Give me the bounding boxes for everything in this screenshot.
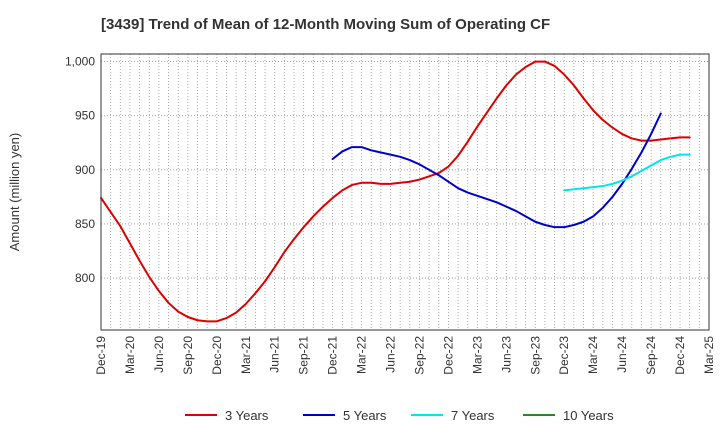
x-tick-label: Mar-23 bbox=[470, 336, 484, 374]
legend-item: 3 Years bbox=[185, 408, 269, 423]
chart-title: [3439] Trend of Mean of 12-Month Moving … bbox=[101, 16, 550, 33]
legend-item: 5 Years bbox=[303, 408, 387, 423]
x-tick-label: Sep-20 bbox=[181, 336, 195, 375]
legend-item: 7 Years bbox=[411, 408, 495, 423]
y-axis-label: Amount (million yen) bbox=[7, 133, 22, 252]
x-tick-label: Sep-21 bbox=[297, 336, 311, 375]
x-tick-label: Jun-20 bbox=[152, 336, 166, 373]
legend-label: 5 Years bbox=[343, 408, 387, 423]
x-tick-label: Mar-24 bbox=[586, 336, 600, 374]
x-tick-label: Mar-25 bbox=[702, 336, 716, 374]
x-tick-label: Dec-21 bbox=[326, 336, 340, 375]
y-tick-label: 950 bbox=[75, 109, 95, 123]
series-lines bbox=[100, 60, 691, 323]
legend-label: 10 Years bbox=[563, 408, 614, 423]
series-line-7-years bbox=[563, 153, 691, 192]
x-axis-ticks: Dec-19 Mar-20 Jun-20 Sep-20 Dec-20 Mar-21 Jun-… bbox=[94, 336, 716, 375]
series-line-5-years bbox=[331, 112, 662, 229]
plot-frame bbox=[100, 53, 710, 331]
x-tick-label: Jun-23 bbox=[499, 336, 513, 373]
x-tick-label: Mar-22 bbox=[355, 336, 369, 374]
x-tick-label: Jun-21 bbox=[268, 336, 282, 373]
legend-label: 7 Years bbox=[451, 408, 495, 423]
x-tick-label: Dec-24 bbox=[673, 336, 687, 375]
x-tick-label: Sep-22 bbox=[412, 336, 426, 375]
x-tick-label: Dec-20 bbox=[210, 336, 224, 375]
x-tick-label: Dec-22 bbox=[441, 336, 455, 375]
x-tick-label: Dec-19 bbox=[94, 336, 108, 375]
y-gridlines bbox=[101, 61, 709, 279]
x-tick-label: Jun-24 bbox=[615, 336, 629, 373]
y-tick-label: 1,000 bbox=[65, 55, 95, 69]
y-tick-label: 900 bbox=[75, 163, 95, 177]
x-tick-label: Jun-22 bbox=[384, 336, 398, 373]
legend-item: 10 Years bbox=[523, 408, 614, 423]
x-gridlines bbox=[110, 54, 700, 330]
x-tick-label: Mar-21 bbox=[239, 336, 253, 374]
y-tick-label: 800 bbox=[75, 271, 95, 285]
legend-label: 3 Years bbox=[225, 408, 269, 423]
series-line-3-years bbox=[100, 60, 691, 323]
x-tick-label: Dec-23 bbox=[557, 336, 571, 375]
y-axis-ticks: 800 850 900 950 1,000 bbox=[65, 55, 95, 285]
legend: 3 Years 5 Years 7 Years 10 Years bbox=[185, 408, 614, 423]
x-tick-label: Sep-23 bbox=[528, 336, 542, 375]
x-tick-label: Sep-24 bbox=[644, 336, 658, 375]
x-tick-label: Mar-20 bbox=[123, 336, 137, 374]
plot-area bbox=[101, 54, 709, 330]
y-tick-label: 850 bbox=[75, 217, 95, 231]
